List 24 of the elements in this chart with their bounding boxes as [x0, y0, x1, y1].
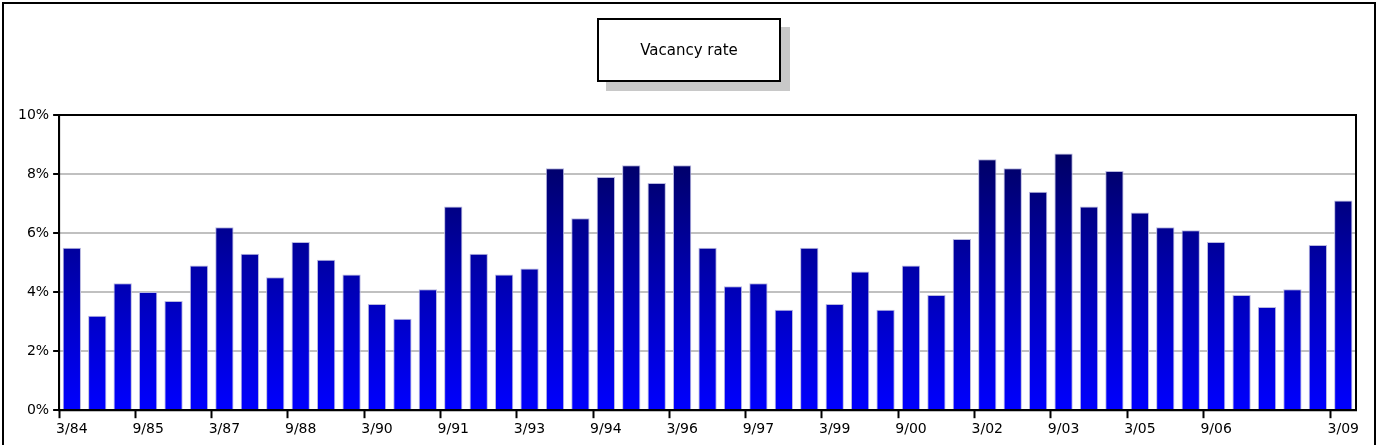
x-tick-label: 9/85 — [132, 420, 164, 437]
x-tick-label: 3/84 — [56, 420, 88, 437]
chart-title: Vacancy rate — [597, 18, 781, 82]
x-tick-label: 9/03 — [1047, 420, 1080, 437]
x-tick-label: 9/00 — [895, 420, 927, 437]
x-tick-label: 9/91 — [437, 420, 469, 437]
y-tick-label: 8% — [26, 164, 50, 181]
x-tick-label: 3/90 — [361, 420, 393, 437]
x-tick-label: 3/93 — [513, 420, 546, 437]
x-tick-label: 9/06 — [1200, 420, 1232, 437]
x-tick-label: 3/96 — [666, 420, 698, 437]
y-tick-label: 10% — [17, 105, 50, 122]
x-tick-label: 9/94 — [590, 420, 622, 437]
y-tick-label: 0% — [26, 400, 50, 417]
x-tick-label: 3/02 — [971, 420, 1004, 437]
y-tick-label: 2% — [26, 341, 50, 358]
x-tick-label: 3/87 — [208, 420, 241, 437]
x-tick-label: 3/99 — [818, 420, 851, 437]
y-tick-label: 4% — [26, 282, 50, 299]
y-tick-label: 6% — [26, 223, 50, 240]
x-tick-label: 3/05 — [1124, 420, 1156, 437]
x-tick-label: 9/88 — [284, 420, 317, 437]
x-tick-label: 3/09 — [1327, 420, 1360, 437]
x-tick-label: 9/97 — [742, 420, 775, 437]
